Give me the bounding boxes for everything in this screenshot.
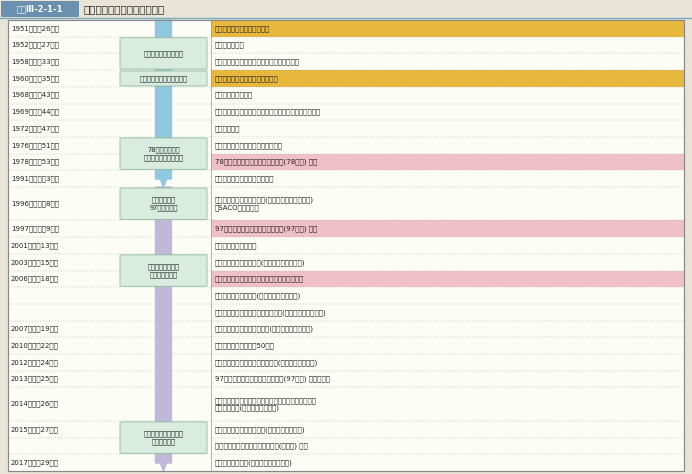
- FancyBboxPatch shape: [211, 70, 684, 87]
- Text: 「同条約」発効: 「同条約」発効: [215, 42, 245, 48]
- Text: 旧日米安保条約の時代: 旧日米安保条約の時代: [143, 50, 183, 57]
- FancyBboxPatch shape: [120, 71, 207, 86]
- Text: 「再編の実施のための日米ロードマップ」策定: 「再編の実施のための日米ロードマップ」策定: [215, 275, 304, 282]
- Text: （米国同時多発テロ）: （米国同時多発テロ）: [215, 242, 257, 249]
- Text: 2015（平成27）年: 2015（平成27）年: [11, 426, 59, 433]
- Text: （沖縄復帰）: （沖縄復帰）: [215, 125, 241, 132]
- Polygon shape: [156, 20, 172, 187]
- Text: 冷戦の終結と
97指针の策定: 冷戦の終結と 97指针の策定: [149, 197, 178, 211]
- Text: 「世界の中の日米同盟」(小泉・ブッシュ会談): 「世界の中の日米同盟」(小泉・ブッシュ会談): [215, 259, 305, 265]
- FancyBboxPatch shape: [120, 188, 207, 219]
- Text: 1997（平成　9）年: 1997（平成 9）年: [11, 226, 59, 232]
- Text: 「アジア太平洋及びこれを超えた地域の未来を形作る
日本と米国」(安倍・オバマ会談): 「アジア太平洋及びこれを超えた地域の未来を形作る 日本と米国」(安倍・オバマ会談…: [215, 397, 317, 411]
- Text: 日米同盟にかかわる主な経緯: 日米同盟にかかわる主な経緯: [84, 4, 165, 14]
- Text: 米国同時多発テロ
以降の日米関係: 米国同時多発テロ 以降の日米関係: [147, 264, 179, 278]
- Text: 78指针の策定と
拡大する日米防衛協力: 78指针の策定と 拡大する日米防衛協力: [143, 146, 183, 161]
- Text: 2013（平成25）年: 2013（平成25）年: [11, 376, 59, 383]
- Text: （日米防衛協力小委員会設置合意）: （日米防衛協力小委員会設置合意）: [215, 142, 283, 148]
- Text: 97「日米防衛協力のための指针」(97指针) 策定: 97「日米防衛協力のための指针」(97指针) 策定: [215, 226, 317, 232]
- Text: 2006（平成18）年: 2006（平成18）年: [11, 275, 59, 282]
- Text: 97「日米防衛協力のための指针」(97指针) 見直し合意: 97「日米防衛協力のための指针」(97指针) 見直し合意: [215, 376, 330, 383]
- Text: 図表Ⅲ-2-1-1: 図表Ⅲ-2-1-1: [17, 4, 63, 13]
- FancyBboxPatch shape: [211, 271, 684, 287]
- FancyBboxPatch shape: [120, 255, 207, 286]
- Text: 「かけがえのない日米同盟」(安倍・ブッシュ会談): 「かけがえのない日米同盟」(安倍・ブッシュ会談): [215, 326, 314, 332]
- Text: （小笠原諸島復帰）: （小笠原諸島復帰）: [215, 92, 253, 99]
- Text: 安保改定と新日米安保条約: 安保改定と新日米安保条約: [140, 75, 188, 82]
- Text: 2001（平成13）年: 2001（平成13）年: [11, 242, 59, 249]
- Text: 1991（平成　3）年: 1991（平成 3）年: [11, 175, 59, 182]
- Text: 1978（昭和53）年: 1978（昭和53）年: [11, 159, 59, 165]
- Text: 1996（平成　8）年: 1996（平成 8）年: [11, 201, 59, 207]
- FancyBboxPatch shape: [1, 1, 79, 17]
- Text: 1968（昭和43）年: 1968（昭和43）年: [11, 92, 59, 99]
- Text: 2007（平成19）年: 2007（平成19）年: [11, 326, 59, 332]
- Text: 1960（昭和35）年: 1960（昭和35）年: [11, 75, 59, 82]
- Text: 2012（平成24）年: 2012（平成24）年: [11, 359, 59, 366]
- Text: 旧「日米安全保障条約」承認: 旧「日米安全保障条約」承認: [215, 25, 271, 32]
- Text: 新「日米防衛協力のための指针」(新指针) 策定: 新「日米防衛協力のための指针」(新指针) 策定: [215, 443, 308, 449]
- Text: 「日米安全保障共同宣言」(橋本・クリントン会談)
「SACO最終報告」: 「日米安全保障共同宣言」(橋本・クリントン会談) 「SACO最終報告」: [215, 197, 314, 211]
- Text: 2003（平成15）年: 2003（平成15）年: [11, 259, 59, 265]
- Text: 「日米共同ビジョン声明」(安倍・オバマ会談): 「日米共同ビジョン声明」(安倍・オバマ会談): [215, 426, 305, 433]
- FancyBboxPatch shape: [8, 20, 684, 471]
- Text: 1969（昭和44）年: 1969（昭和44）年: [11, 109, 59, 115]
- FancyBboxPatch shape: [120, 422, 207, 453]
- FancyBboxPatch shape: [120, 38, 207, 69]
- Text: 2014（平成26）年: 2014（平成26）年: [11, 401, 59, 408]
- Text: 1951（昭和26）年: 1951（昭和26）年: [11, 25, 59, 32]
- Text: 2017（平成29）年: 2017（平成29）年: [11, 459, 59, 466]
- Text: 1952（昭和27）年: 1952（昭和27）年: [11, 42, 59, 48]
- Text: 「日米共同声明」(安倍・トランプ会談): 「日米共同声明」(安倍・トランプ会談): [215, 459, 293, 466]
- Text: 「日米安全保障条約」承認・発効: 「日米安全保障条約」承認・発効: [215, 75, 279, 82]
- Text: 新たな安全保障環境と
新指针の策定: 新たな安全保障環境と 新指针の策定: [143, 430, 183, 445]
- Text: 「世界とアジアのための日米同盟」(安倍・ブッシュ会談): 「世界とアジアのための日米同盟」(安倍・ブッシュ会談): [215, 309, 327, 316]
- Text: 1972（昭和47）年: 1972（昭和47）年: [11, 125, 59, 132]
- Text: 2010（平成22）年: 2010（平成22）年: [11, 342, 59, 349]
- Text: 1976（昭和51）年: 1976（昭和51）年: [11, 142, 59, 148]
- Text: 佐藤・ニクソン会談（安保条約継続、沖縄施政権返還）: 佐藤・ニクソン会談（安保条約継続、沖縄施政権返還）: [215, 109, 321, 115]
- FancyBboxPatch shape: [211, 220, 684, 237]
- FancyBboxPatch shape: [211, 20, 684, 36]
- Text: 「新世紀の日米同盟」(小泉・ブッシュ会談): 「新世紀の日米同盟」(小泉・ブッシュ会談): [215, 292, 301, 299]
- Text: 78「日米防衛協力のための指针」(78指针) 策定: 78「日米防衛協力のための指针」(78指针) 策定: [215, 159, 317, 165]
- Polygon shape: [156, 187, 172, 471]
- FancyBboxPatch shape: [120, 138, 207, 169]
- Text: 1958（昭和33）年: 1958（昭和33）年: [11, 58, 59, 65]
- Text: 藤山・ダレス会談（日米安保条約改定同意）: 藤山・ダレス会談（日米安保条約改定同意）: [215, 58, 300, 65]
- Text: 「未来に向けた共通のビジョン」(野田・オバマ会談): 「未来に向けた共通のビジョン」(野田・オバマ会談): [215, 359, 318, 366]
- FancyBboxPatch shape: [211, 154, 684, 170]
- Text: 日米安全保障条約締結50周年: 日米安全保障条約締結50周年: [215, 342, 275, 349]
- Text: （旧ソ連の崩厉、冷戦の終結）: （旧ソ連の崩厉、冷戦の終結）: [215, 175, 275, 182]
